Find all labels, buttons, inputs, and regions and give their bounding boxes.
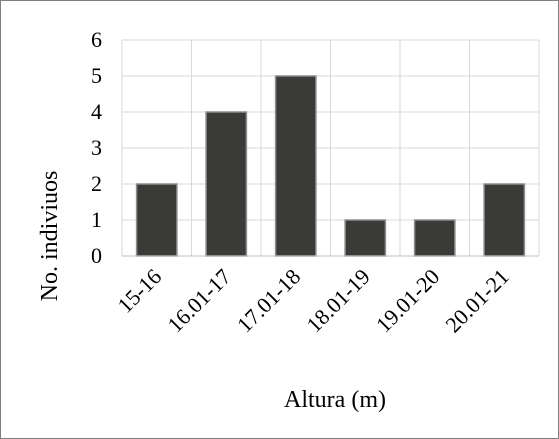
bar-19.01-20 (413, 219, 456, 257)
x-tick-label: 17.01-18 (232, 264, 305, 337)
y-tick-label: 3 (91, 135, 102, 160)
gridlines (121, 39, 540, 257)
bar-16.01-17 (205, 111, 248, 257)
x-axis-title: Altura (m) (284, 387, 386, 413)
y-tick-label: 6 (91, 27, 102, 52)
bar-15-16 (135, 183, 178, 257)
y-tick-label: 1 (91, 207, 102, 232)
bar-17.01-18 (274, 75, 317, 257)
y-tick-label: 4 (91, 99, 102, 124)
x-tick-label: 19.01-20 (371, 264, 444, 337)
x-tick-label: 15-16 (112, 264, 166, 318)
bar-18.01-19 (344, 219, 387, 257)
x-tick-label: 18.01-19 (301, 264, 374, 337)
y-axis-ticks: 0 1 2 3 4 5 6 (91, 27, 102, 268)
bars (122, 75, 539, 257)
x-tick-label: 20.01-21 (440, 264, 513, 337)
bar-20.01-21 (483, 183, 526, 257)
y-tick-label: 5 (91, 63, 102, 88)
x-axis-ticks: 15-1616.01-1717.01-1818.01-1919.01-2020.… (112, 264, 513, 337)
y-tick-label: 2 (91, 171, 102, 196)
x-tick-label: 16.01-17 (162, 264, 235, 337)
y-axis-title: No. indiviuos (37, 171, 63, 302)
y-tick-label: 0 (91, 243, 102, 268)
